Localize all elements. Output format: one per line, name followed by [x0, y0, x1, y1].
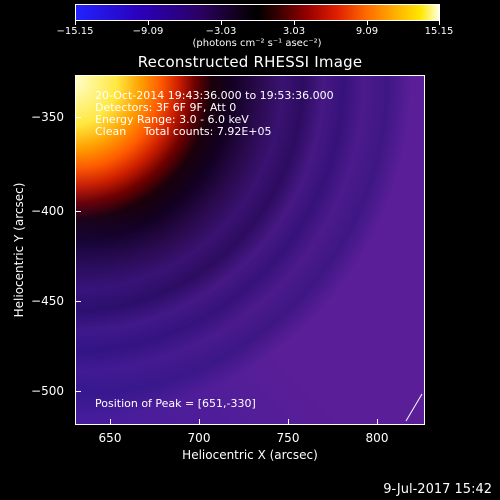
y-tick — [75, 211, 81, 212]
info-line: Energy Range: 3.0 - 6.0 keV — [95, 113, 249, 126]
y-axis-title: Heliocentric Y (arcsec) — [12, 182, 26, 318]
y-tick-label: −350 — [31, 110, 64, 124]
x-tick — [288, 419, 289, 425]
colorbar-tick-label: −15.15 — [56, 26, 94, 37]
image-title: Reconstructed RHESSI Image — [137, 53, 363, 71]
colorbar-tick — [221, 21, 222, 25]
y-tick-label: −500 — [31, 384, 64, 398]
colorbar-tick-label: 15.15 — [424, 26, 454, 37]
peak-position: Position of Peak = [651,-330] — [95, 397, 256, 410]
info-line: Clean Total counts: 7.92E+05 — [95, 125, 272, 138]
y-tick-label: −400 — [31, 204, 64, 218]
info-line: 20-Oct-2014 19:43:36.000 to 19:53:36.000 — [95, 89, 334, 102]
colorbar-tick — [148, 21, 149, 25]
colorbar-tick — [439, 21, 440, 25]
y-tick — [75, 391, 81, 392]
colorbar-tick-label: −3.03 — [205, 26, 237, 37]
colorbar-tick-label: 9.09 — [355, 26, 379, 37]
colorbar-tick — [367, 21, 368, 25]
y-tick — [75, 301, 81, 302]
x-tick — [199, 419, 200, 425]
rhessi-image: 20-Oct-2014 19:43:36.000 to 19:53:36.000… — [75, 75, 425, 425]
colorbar-tick — [75, 21, 76, 25]
info-line: Detectors: 3F 6F 9F, Att 0 — [95, 101, 237, 114]
y-tick-label: −450 — [31, 294, 64, 308]
x-tick — [110, 419, 111, 425]
x-tick-label: 750 — [276, 431, 300, 445]
rhessi-image-map — [76, 76, 424, 424]
y-tick — [75, 117, 81, 118]
colorbar — [75, 4, 440, 21]
colorbar-tick — [294, 21, 295, 25]
colorbar-units: (photons cm⁻² s⁻¹ asec⁻²) — [192, 38, 322, 49]
x-tick-label: 650 — [98, 431, 122, 445]
x-axis-title: Heliocentric X (arcsec) — [182, 448, 318, 462]
x-tick — [377, 419, 378, 425]
colorbar-tick-label: 3.03 — [282, 26, 306, 37]
footer-date: 9-Jul-2017 15:42 — [383, 482, 492, 497]
x-tick-label: 700 — [187, 431, 211, 445]
x-tick-label: 800 — [365, 431, 389, 445]
colorbar-tick-label: −9.09 — [132, 26, 164, 37]
